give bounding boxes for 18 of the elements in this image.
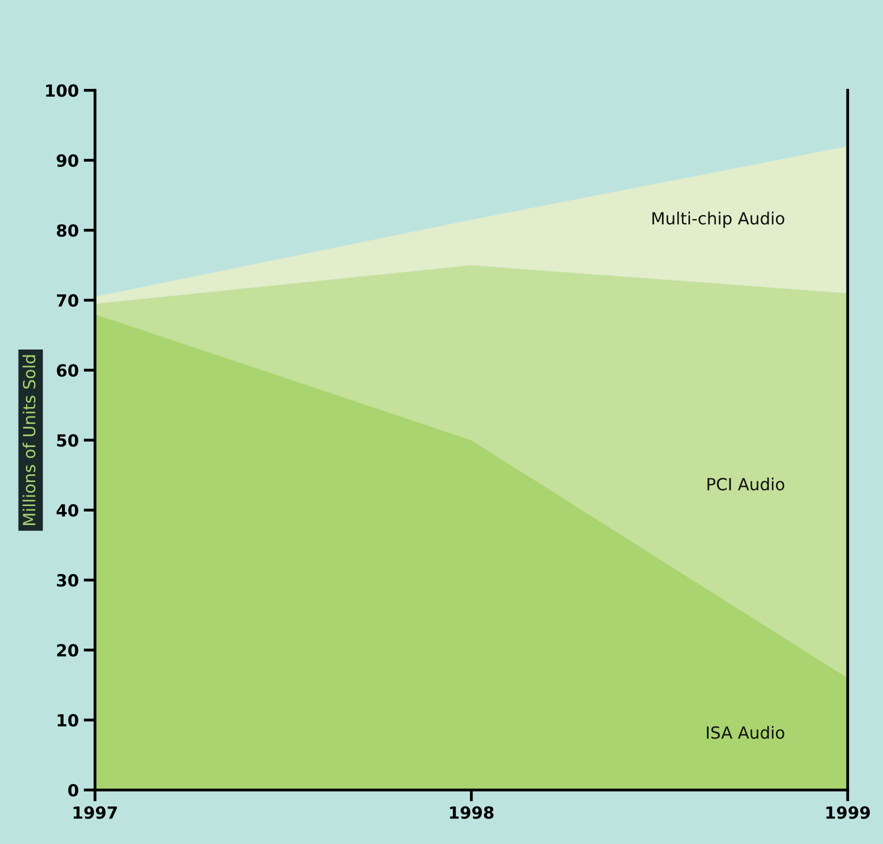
- series-label: ISA Audio: [706, 726, 784, 739]
- series-label: Multi-chip Audio: [652, 212, 784, 228]
- y-tick-label: 10: [58, 714, 78, 727]
- y-tick-label: 30: [56, 574, 78, 587]
- y-tick-label: 50: [57, 434, 78, 447]
- y-tick-label: 100: [46, 84, 78, 97]
- x-tick-label: 1997: [74, 806, 117, 819]
- y-tick-label: 60: [56, 364, 78, 377]
- y-axis-title: Millions of Units Sold: [22, 355, 36, 525]
- y-tick-label: 20: [57, 644, 78, 657]
- x-tick-label: 1999: [826, 806, 870, 819]
- series-label: PCI Audio: [708, 478, 784, 490]
- y-tick-label: 80: [56, 224, 78, 237]
- y-tick-label: 90: [56, 154, 78, 167]
- x-tick-label: 1998: [450, 806, 494, 819]
- y-tick-label: 40: [56, 504, 78, 517]
- y-tick-label: 0: [68, 784, 78, 797]
- y-tick-label: 70: [56, 294, 78, 307]
